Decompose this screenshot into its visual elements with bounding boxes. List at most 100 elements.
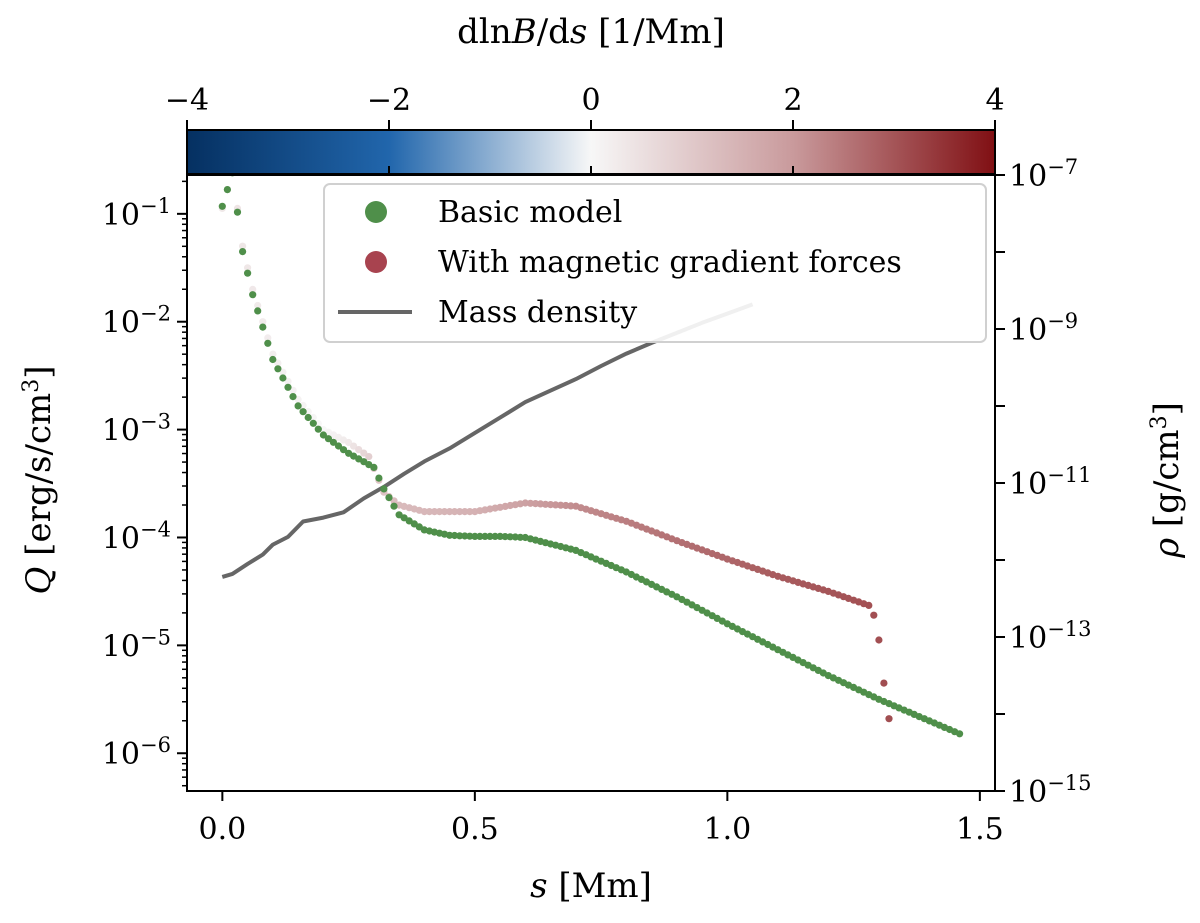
colorbar-tick-label: −2 <box>367 83 411 118</box>
magnetic-point <box>557 501 565 509</box>
basic-model-point <box>254 307 262 315</box>
magnetic-point <box>541 500 550 508</box>
y-left-axis-ticks: 10−1 10−2 10−3 10−4 10−5 10−6 <box>102 180 187 787</box>
x-tick-label: 0.0 <box>198 812 246 847</box>
basic-model-point <box>375 474 383 482</box>
y-left-tick-label: 10−3 <box>102 410 171 449</box>
magnetic-point <box>304 407 312 416</box>
y-right-tick-label: 10−13 <box>1009 617 1092 656</box>
magnetic-point <box>567 502 575 510</box>
density-series <box>221 302 754 579</box>
magnetic-point <box>425 508 433 516</box>
magnetic-point <box>870 611 878 619</box>
basic-model-point <box>466 532 474 540</box>
basic-model-point <box>244 269 252 277</box>
basic-model-point <box>218 202 226 210</box>
magnetic-point <box>345 438 353 447</box>
y-left-tick-label: 10−1 <box>102 194 171 233</box>
y-right-tick-label: 10−11 <box>1009 463 1092 502</box>
basic-model-point <box>294 402 302 410</box>
basic-model-point <box>269 355 277 364</box>
basic-model-point <box>284 383 292 391</box>
legend-label-magnetic: With magnetic gradient forces <box>438 245 902 280</box>
basic-model-point <box>289 393 297 401</box>
basic-model-point <box>319 431 327 439</box>
x-tick-label: 1.5 <box>956 812 1004 847</box>
magnetic-point <box>259 318 267 326</box>
basic-model-point <box>956 730 964 738</box>
x-tick-label: 0.5 <box>451 812 499 847</box>
magnetic-point <box>355 446 363 454</box>
y-right-tick-label: 10−7 <box>1009 155 1078 194</box>
magnetic-point <box>552 501 560 509</box>
magnetic-point <box>456 508 464 516</box>
magnetic-point <box>239 242 247 250</box>
basic-model-point <box>309 419 317 427</box>
basic-model-point <box>239 248 247 256</box>
basic-model-point <box>314 425 322 433</box>
magnetic-point <box>466 508 474 516</box>
scatter-series <box>218 175 964 738</box>
basic-model-point <box>506 533 514 541</box>
magnetic-point <box>865 601 873 610</box>
colorbar-tick-label: 2 <box>783 83 802 118</box>
basic-model-point <box>334 442 343 450</box>
basic-model-point <box>233 208 242 216</box>
magnetic-point <box>420 508 428 516</box>
legend-box <box>323 183 987 343</box>
basic-model-point <box>264 339 272 347</box>
colorbar-tick-label: 4 <box>985 83 1004 118</box>
magnetic-point <box>435 508 444 516</box>
magnetic-point <box>875 636 883 644</box>
basic-model-point <box>456 532 464 540</box>
colorbar: −4 −2 0 2 4 dlnB/ds [1/Mm] <box>165 12 1005 175</box>
x-axis-label: s [Mm] <box>530 866 652 906</box>
basic-model-point <box>390 502 398 510</box>
mass-density-line <box>221 302 754 579</box>
basic-model-point <box>279 374 287 382</box>
basic-model-point <box>259 323 267 331</box>
basic-model-point <box>339 446 348 454</box>
colorbar-label: dlnB/ds [1/Mm] <box>457 12 725 52</box>
legend-marker-magnetic <box>365 251 387 273</box>
basic-model-point <box>451 531 459 540</box>
y-left-tick-label: 10−2 <box>102 302 171 341</box>
magnetic-point <box>264 334 272 342</box>
magnetic-point <box>350 442 358 450</box>
y-right-axis-ticks: 10−7 10−9 10−11 10−13 10−15 <box>995 155 1092 810</box>
basic-model-point <box>329 438 337 446</box>
magnetic-point <box>430 508 439 516</box>
legend-marker-basic-model <box>365 201 387 223</box>
y-right-tick-label: 10−9 <box>1009 309 1078 348</box>
y-right-tick-label: 10−15 <box>1009 771 1092 810</box>
basic-model-point <box>274 365 282 373</box>
y-left-axis-label: Q [erg/s/cm3] <box>19 366 60 595</box>
basic-model-point <box>223 186 231 194</box>
basic-model-point <box>370 463 378 471</box>
magnetic-point <box>365 453 373 461</box>
magnetic-point <box>249 285 257 293</box>
y-left-tick-label: 10−6 <box>102 733 171 772</box>
magnetic-point <box>440 508 449 516</box>
y-right-axis-label: ρ [g/cm3] <box>1147 402 1188 559</box>
magnetic-point <box>309 413 317 422</box>
basic-model-point <box>299 408 307 416</box>
basic-model-point <box>380 485 388 493</box>
basic-model-point <box>481 532 489 541</box>
basic-model-point <box>501 533 509 541</box>
basic-model-point <box>385 494 393 502</box>
magnetic-point <box>269 350 277 358</box>
magnetic-point <box>461 508 469 516</box>
colorbar-ticks: −4 −2 0 2 4 <box>165 83 1005 174</box>
legend-label-basic-model: Basic model <box>438 195 622 230</box>
plot-area: 0.0 0.5 1.0 1.5 10−1 10−2 10−3 10−4 10−5 10−6 10… <box>102 155 1092 847</box>
basic-model-point <box>304 413 312 422</box>
colorbar-tick-label: 0 <box>581 83 600 118</box>
legend: Basic model With magnetic gradient force… <box>323 183 987 343</box>
basic-model-point <box>476 532 484 541</box>
colorbar-tick-label: −4 <box>165 83 209 118</box>
magnetic-point <box>526 499 535 507</box>
y-left-tick-label: 10−4 <box>102 517 171 556</box>
x-axis-ticks: 0.0 0.5 1.0 1.5 <box>198 791 1004 847</box>
